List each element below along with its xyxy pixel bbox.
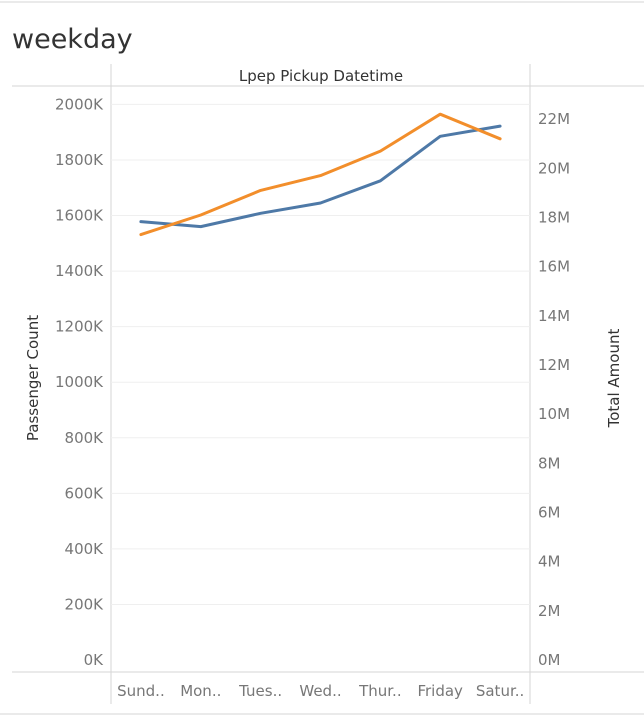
right-tick-label: 0M — [538, 651, 561, 669]
x-tick-label: Satur.. — [476, 682, 524, 700]
left-tick-label: 200K — [65, 595, 105, 613]
left-tick-label: 1200K — [55, 318, 104, 336]
right-tick-label: 22M — [538, 110, 570, 128]
x-tick-label: Tues.. — [238, 682, 282, 700]
right-tick-label: 2M — [538, 602, 561, 620]
right-tick-label: 4M — [538, 553, 561, 571]
right-tick-label: 12M — [538, 356, 570, 374]
sheet-title: weekday — [12, 24, 133, 55]
left-axis-ticks: 0K 200K 400K 600K 800K 1000K 1200K 1400K 1600K 18… — [55, 95, 104, 669]
left-axis-title: Passenger Count — [24, 315, 42, 441]
right-tick-label: 14M — [538, 307, 570, 325]
x-axis-ticks: Sund.. Mon.. Tues.. Wed.. Thur.. Friday Satur.… — [117, 682, 524, 700]
x-tick-label: Sund.. — [117, 682, 165, 700]
right-tick-label: 18M — [538, 208, 570, 226]
left-tick-label: 2000K — [55, 95, 104, 113]
series-lines — [139, 112, 502, 237]
x-tick-label: Wed.. — [299, 682, 341, 700]
left-tick-label: 400K — [65, 540, 105, 558]
right-tick-label: 10M — [538, 405, 570, 423]
series-line-passenger-count — [139, 124, 502, 229]
left-tick-label: 1400K — [55, 262, 104, 280]
column-header: Lpep Pickup Datetime — [239, 67, 403, 85]
right-axis-title: Total Amount — [605, 329, 623, 429]
left-tick-label: 0K — [84, 651, 105, 669]
left-tick-label: 1800K — [55, 151, 104, 169]
left-tick-label: 800K — [65, 429, 105, 447]
x-tick-label: Friday — [417, 682, 463, 700]
right-axis-ticks: 0M 2M 4M 6M 8M 10M 12M 14M 16M 18M 20M 22M — [538, 110, 570, 669]
x-tick-label: Thur.. — [358, 682, 402, 700]
right-tick-label: 20M — [538, 159, 570, 177]
left-tick-label: 1000K — [55, 373, 104, 391]
gridlines — [111, 103, 530, 605]
right-tick-label: 6M — [538, 503, 561, 521]
left-tick-label: 1600K — [55, 207, 104, 225]
right-tick-label: 8M — [538, 454, 561, 472]
series-line-total-amount — [139, 112, 502, 237]
x-tick-label: Mon.. — [180, 682, 221, 700]
left-tick-label: 600K — [65, 484, 105, 502]
right-tick-label: 16M — [538, 258, 570, 276]
